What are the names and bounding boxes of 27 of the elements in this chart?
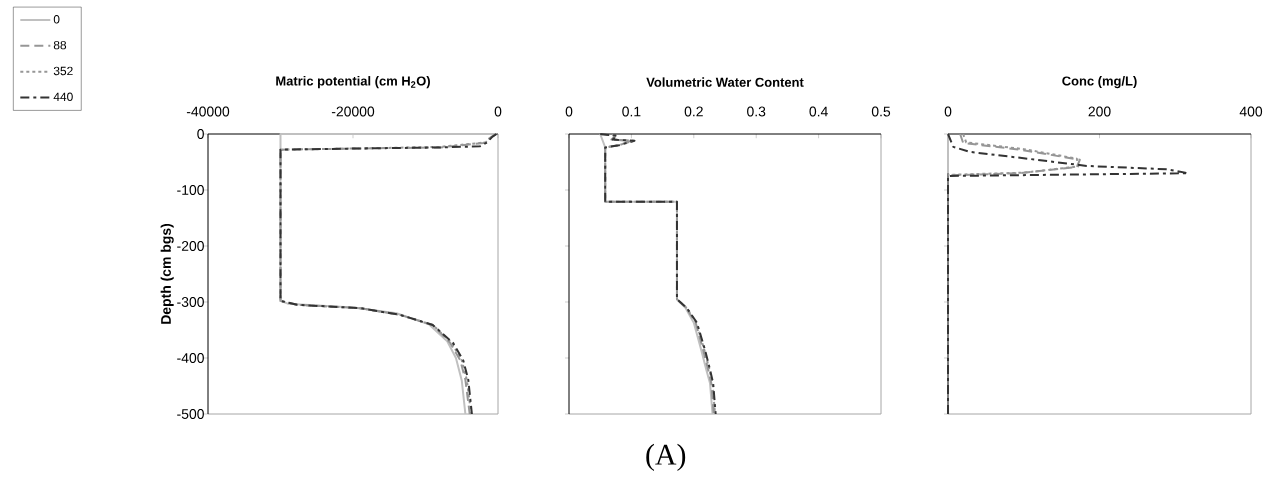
legend-label: 88 [53,40,67,50]
x-tick-label: 0.4 [809,106,828,117]
legend-label: 352 [53,66,73,76]
x-tick-label: 0.3 [747,106,766,117]
x-tick-label: 0.5 [871,106,891,117]
y-tick-label: -400 [177,353,204,363]
y-tick-label: -200 [177,241,204,251]
x-tick-label: 0.1 [622,106,641,117]
x-tick-label: 200 [1088,106,1111,117]
chart-title: Volumetric Water Content [646,77,804,87]
chart-title: Conc (mg/L) [1062,76,1137,89]
chart-title: Matric potential (cm H$_{2}$O) [276,76,430,89]
x-tick-label: 0 [494,106,502,117]
y-tick-label: -300 [177,297,204,307]
legend-label: 0 [53,15,60,24]
x-tick-label: 0 [944,106,952,117]
x-tick-label: 400 [1239,106,1263,117]
y-axis-title: Depth (cm bgs) [160,223,174,324]
y-tick-label: -500 [177,409,204,419]
x-tick-label: -40000 [186,106,230,117]
y-tick-label: -100 [177,185,204,195]
y-tick-label: 0 [197,129,204,139]
x-tick-label: 0 [565,106,573,117]
text: (A) [646,443,686,471]
x-tick-label: -20000 [331,106,375,117]
x-tick-label: 0.2 [684,106,703,117]
legend-label: 440 [53,92,73,102]
